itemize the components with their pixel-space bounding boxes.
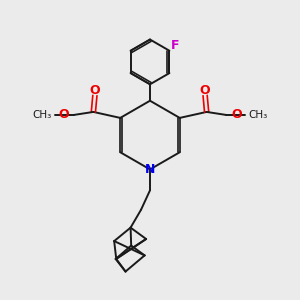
Text: O: O [231, 108, 242, 122]
Text: CH₃: CH₃ [33, 110, 52, 120]
Text: CH₃: CH₃ [248, 110, 267, 120]
Text: N: N [145, 163, 155, 176]
Text: F: F [171, 39, 179, 52]
Text: O: O [90, 84, 100, 97]
Text: O: O [200, 84, 210, 97]
Text: O: O [58, 108, 69, 122]
